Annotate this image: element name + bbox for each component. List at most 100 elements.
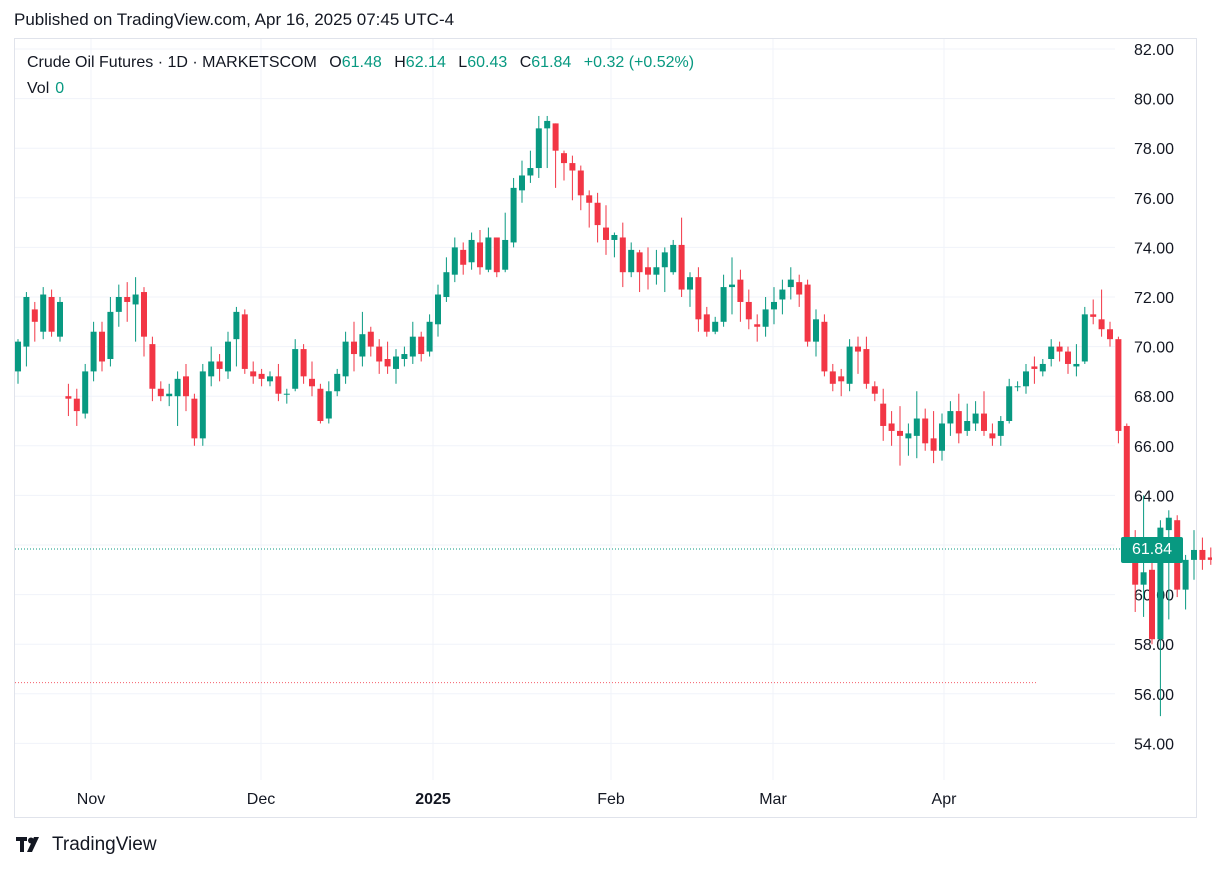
- candle-body: [1065, 351, 1071, 364]
- y-tick-label: 56.00: [1134, 687, 1174, 704]
- candle-body: [157, 388, 164, 397]
- candle-body: [258, 373, 265, 379]
- candle-body: [821, 321, 828, 372]
- candle-body: [519, 175, 525, 191]
- open-value: 61.48: [341, 54, 382, 71]
- candle-body: [65, 396, 72, 399]
- candle-body: [804, 284, 811, 342]
- x-tick-label: Nov: [77, 791, 105, 808]
- candle-body: [1073, 363, 1080, 367]
- change-value: +0.32 (+0.52%): [583, 54, 695, 71]
- candle-body: [334, 373, 341, 392]
- candle-body: [283, 393, 290, 395]
- candle-body: [132, 294, 139, 305]
- candle-body: [762, 309, 769, 327]
- candle-body: [1207, 557, 1212, 560]
- candle-body: [653, 267, 660, 275]
- y-tick-label: 58.00: [1134, 637, 1174, 654]
- candle-body: [779, 289, 786, 300]
- candle-body: [897, 430, 903, 436]
- x-tick-label: Apr: [932, 791, 958, 808]
- volume-value: 0: [55, 80, 65, 97]
- candle-body: [552, 123, 559, 151]
- last-price-tag: 61.84: [1121, 537, 1183, 563]
- candle-body: [855, 346, 861, 352]
- candle-body: [1039, 363, 1046, 372]
- candle-body: [15, 341, 21, 372]
- tradingview-logo[interactable]: TradingView: [16, 834, 157, 856]
- y-tick-label: 78.00: [1134, 141, 1174, 158]
- candle-body: [913, 418, 920, 436]
- candle-body: [645, 267, 651, 275]
- candle-body: [233, 311, 240, 340]
- candle-body: [771, 301, 777, 310]
- x-tick-label: Mar: [759, 791, 787, 808]
- candle-body: [376, 346, 383, 362]
- candle-body: [1191, 549, 1197, 560]
- symbol-label[interactable]: Crude Oil Futures · 1D · MARKETSCOM: [27, 54, 317, 71]
- candle-body: [880, 403, 887, 426]
- volume-legend: Vol 0: [27, 80, 64, 98]
- close-value: 61.84: [531, 54, 572, 71]
- candle-body: [1115, 339, 1122, 431]
- candle-body: [502, 239, 509, 270]
- candle-body: [838, 376, 845, 382]
- candle-body: [1014, 386, 1021, 388]
- candle-body: [636, 252, 643, 273]
- candle-body: [611, 235, 618, 240]
- candle-body: [1140, 572, 1147, 585]
- close-label: C: [519, 54, 532, 71]
- y-tick-label: 66.00: [1134, 439, 1174, 456]
- y-tick-label: 82.00: [1134, 42, 1174, 59]
- candle-body: [1182, 559, 1189, 590]
- y-tick-label: 72.00: [1134, 290, 1174, 307]
- candle-body: [1107, 329, 1113, 340]
- candle-body: [250, 371, 257, 377]
- candle-body: [1006, 386, 1013, 421]
- candle-body: [1098, 319, 1105, 330]
- candle-body: [367, 331, 374, 347]
- candle-body: [670, 244, 677, 273]
- high-value: 62.14: [405, 54, 446, 71]
- low-value: 60.43: [467, 54, 508, 71]
- candle-body: [745, 301, 752, 320]
- candle-body: [754, 324, 761, 327]
- candle-body: [619, 237, 626, 273]
- candle-body: [199, 371, 206, 439]
- y-tick-label: 74.00: [1134, 240, 1174, 257]
- candle-body: [720, 287, 727, 322]
- candle-body: [183, 376, 189, 397]
- candle-body: [309, 378, 315, 387]
- candle-body: [695, 277, 702, 320]
- candle-body: [1149, 569, 1155, 640]
- candle-body: [577, 170, 584, 196]
- candle-body: [586, 195, 593, 203]
- candle-body: [905, 433, 912, 439]
- candle-body: [569, 163, 576, 171]
- candle-body: [57, 301, 63, 337]
- candle-body: [317, 388, 324, 421]
- candle-body: [90, 331, 97, 372]
- candle-body: [73, 398, 80, 412]
- candle-body: [888, 423, 895, 431]
- candle-body: [208, 361, 215, 377]
- candle-body: [82, 371, 89, 414]
- candle-body: [1199, 549, 1206, 560]
- candle-body: [964, 421, 971, 431]
- candle-body: [930, 438, 937, 451]
- candle-body: [939, 423, 945, 451]
- candle-body: [972, 413, 979, 424]
- candle-body: [149, 344, 156, 389]
- chart-frame[interactable]: [14, 38, 1197, 818]
- volume-label: Vol: [27, 80, 50, 97]
- candle-body: [241, 314, 248, 369]
- candle-body: [342, 341, 349, 377]
- candle-body: [267, 376, 273, 382]
- candle-body: [871, 386, 878, 394]
- candle-body: [31, 309, 38, 322]
- candle-body: [141, 292, 147, 337]
- candle-body: [409, 336, 416, 357]
- candle-body: [955, 411, 962, 434]
- candle-body: [947, 411, 954, 424]
